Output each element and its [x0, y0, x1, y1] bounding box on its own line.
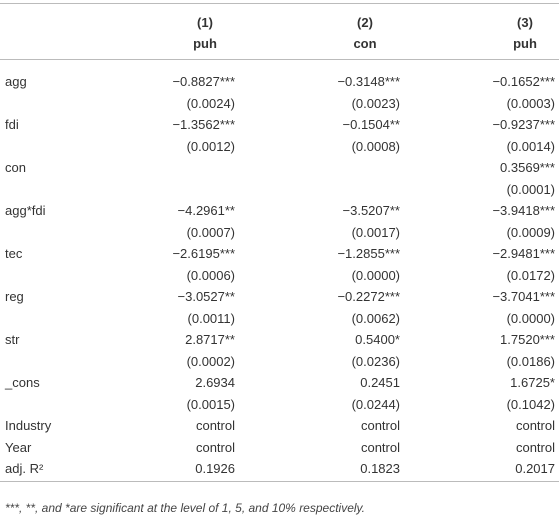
column-name: puh	[193, 36, 217, 51]
rule	[0, 481, 559, 482]
cell: (0.0015)	[186, 396, 235, 412]
cell: (0.0000)	[506, 310, 555, 326]
cell: −0.1652***	[492, 74, 555, 89]
column-number: (1)	[197, 15, 213, 30]
cell: 0.5400*	[355, 332, 400, 347]
cell: 2.8717**	[185, 332, 235, 347]
cell: (0.0008)	[351, 138, 400, 154]
row-label: tec	[5, 246, 23, 261]
cell: control	[515, 418, 555, 433]
cell: −3.7041***	[492, 289, 555, 304]
cell: 0.1926	[195, 461, 235, 476]
row-label: fdi	[5, 117, 19, 132]
cell: (0.0011)	[187, 310, 235, 326]
row-label: reg	[5, 289, 24, 304]
row-label: adj. R²	[5, 461, 44, 476]
cell: (0.0014)	[506, 138, 555, 154]
cell: −1.3562***	[172, 117, 235, 132]
cell: (0.0006)	[186, 267, 235, 283]
cell: −0.2272***	[337, 289, 400, 304]
cell: 2.6934	[195, 375, 235, 390]
row-label: str	[5, 332, 20, 347]
cell: (0.0007)	[186, 224, 235, 240]
cell: (0.0236)	[351, 353, 400, 369]
cell: −2.9481***	[492, 246, 555, 261]
cell: control	[360, 418, 400, 433]
cell: (0.0172)	[506, 267, 555, 283]
cell: −4.2961**	[177, 203, 235, 218]
cell: 0.3569***	[500, 160, 555, 175]
cell: (0.0002)	[186, 353, 235, 369]
cell: −0.1504**	[342, 117, 400, 132]
cell: (0.0017)	[351, 224, 400, 240]
cell: (0.0003)	[506, 95, 555, 111]
cell: 1.6725*	[510, 375, 555, 390]
column-name: con	[353, 36, 377, 51]
row-label: Industry	[5, 418, 52, 433]
rule	[0, 3, 559, 4]
cell: (0.1042)	[506, 396, 555, 412]
rule	[0, 59, 559, 60]
cell: −3.9418***	[492, 203, 555, 218]
cell: −3.5207**	[342, 203, 400, 218]
cell: −0.8827***	[172, 74, 235, 89]
row-label: con	[5, 160, 26, 175]
row-label: agg*fdi	[5, 203, 46, 218]
footnote: ***, **, and *are significant at the lev…	[5, 501, 365, 515]
cell: control	[195, 418, 235, 433]
column-number: (3)	[517, 15, 533, 30]
cell: control	[195, 439, 235, 455]
column-number: (2)	[357, 15, 373, 30]
row-label: agg	[5, 74, 27, 89]
cell: −1.2855***	[337, 246, 400, 261]
cell: control	[360, 439, 400, 455]
cell: 0.2017	[515, 461, 555, 476]
cell: 0.1823	[360, 461, 400, 476]
cell: −0.3148***	[337, 74, 400, 89]
cell: (0.0024)	[186, 95, 235, 111]
cell: (0.0001)	[506, 181, 555, 197]
cell: (0.0009)	[506, 224, 555, 240]
cell: (0.0186)	[506, 353, 555, 369]
cell: (0.0062)	[351, 310, 400, 326]
cell: (0.0023)	[351, 95, 400, 111]
cell: 1.7520***	[500, 332, 555, 347]
cell: −3.0527**	[177, 289, 235, 304]
cell: 0.2451	[360, 375, 400, 390]
cell: −0.9237***	[492, 117, 555, 132]
cell: (0.0012)	[186, 138, 235, 154]
column-name: puh	[513, 36, 537, 51]
row-label: _cons	[5, 375, 40, 390]
cell: (0.0000)	[351, 267, 400, 283]
cell: −2.6195***	[172, 246, 235, 261]
cell: control	[515, 439, 555, 455]
row-label: Year	[5, 439, 32, 455]
cell: (0.0244)	[351, 396, 400, 412]
